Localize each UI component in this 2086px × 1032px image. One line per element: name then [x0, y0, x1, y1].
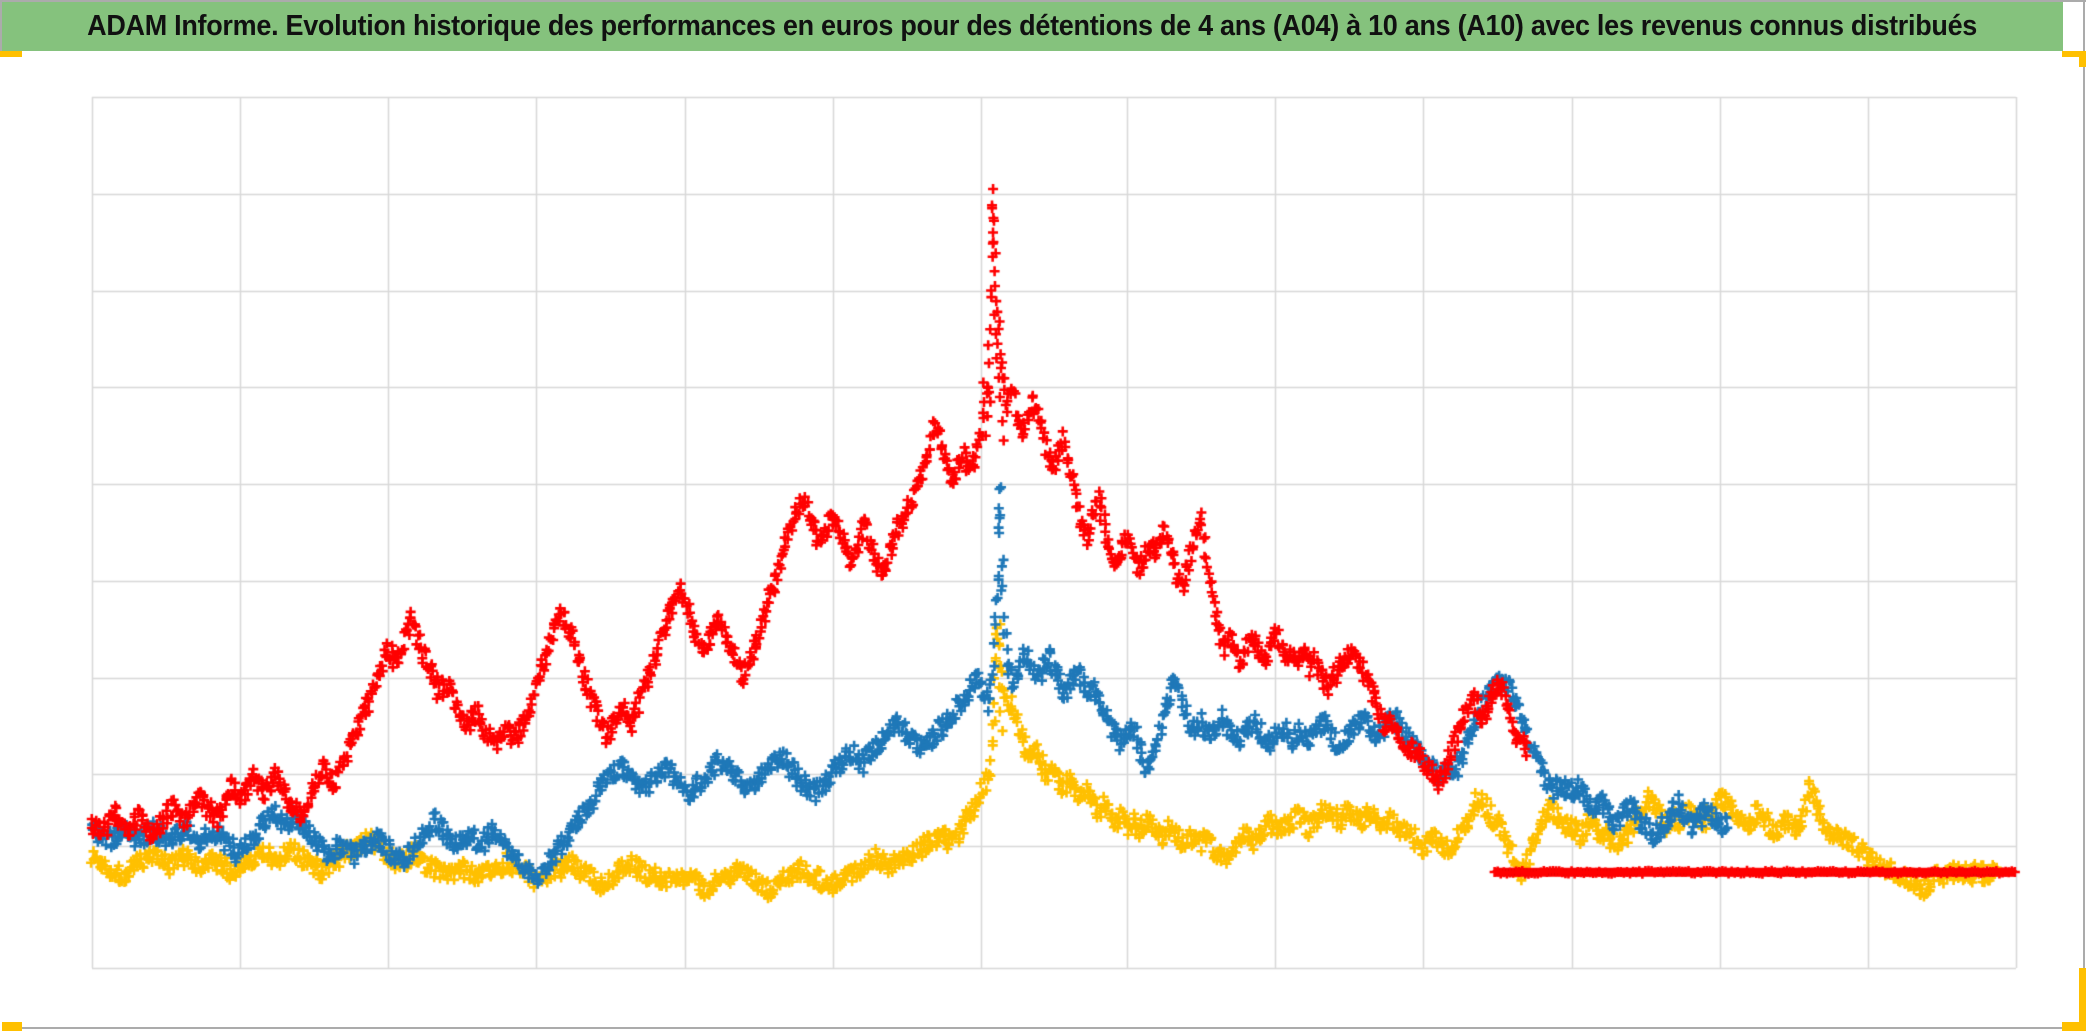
corner-accent-horizontal [2062, 1022, 2086, 1031]
slide-border-left [0, 0, 2, 57]
accent-bottom-left [2, 1022, 22, 1031]
accent-top-left [0, 51, 22, 57]
slide-border-bottom [22, 1027, 2062, 1029]
performance-chart[interactable] [0, 56, 2086, 1026]
scatter-chart-canvas[interactable] [0, 56, 2086, 1026]
slide-border-top [0, 0, 2086, 2]
page-title: ADAM Informe. Evolution historique des p… [87, 10, 1978, 42]
title-bar: ADAM Informe. Evolution historique des p… [2, 2, 2063, 51]
corner-accent-horizontal [2062, 51, 2086, 57]
